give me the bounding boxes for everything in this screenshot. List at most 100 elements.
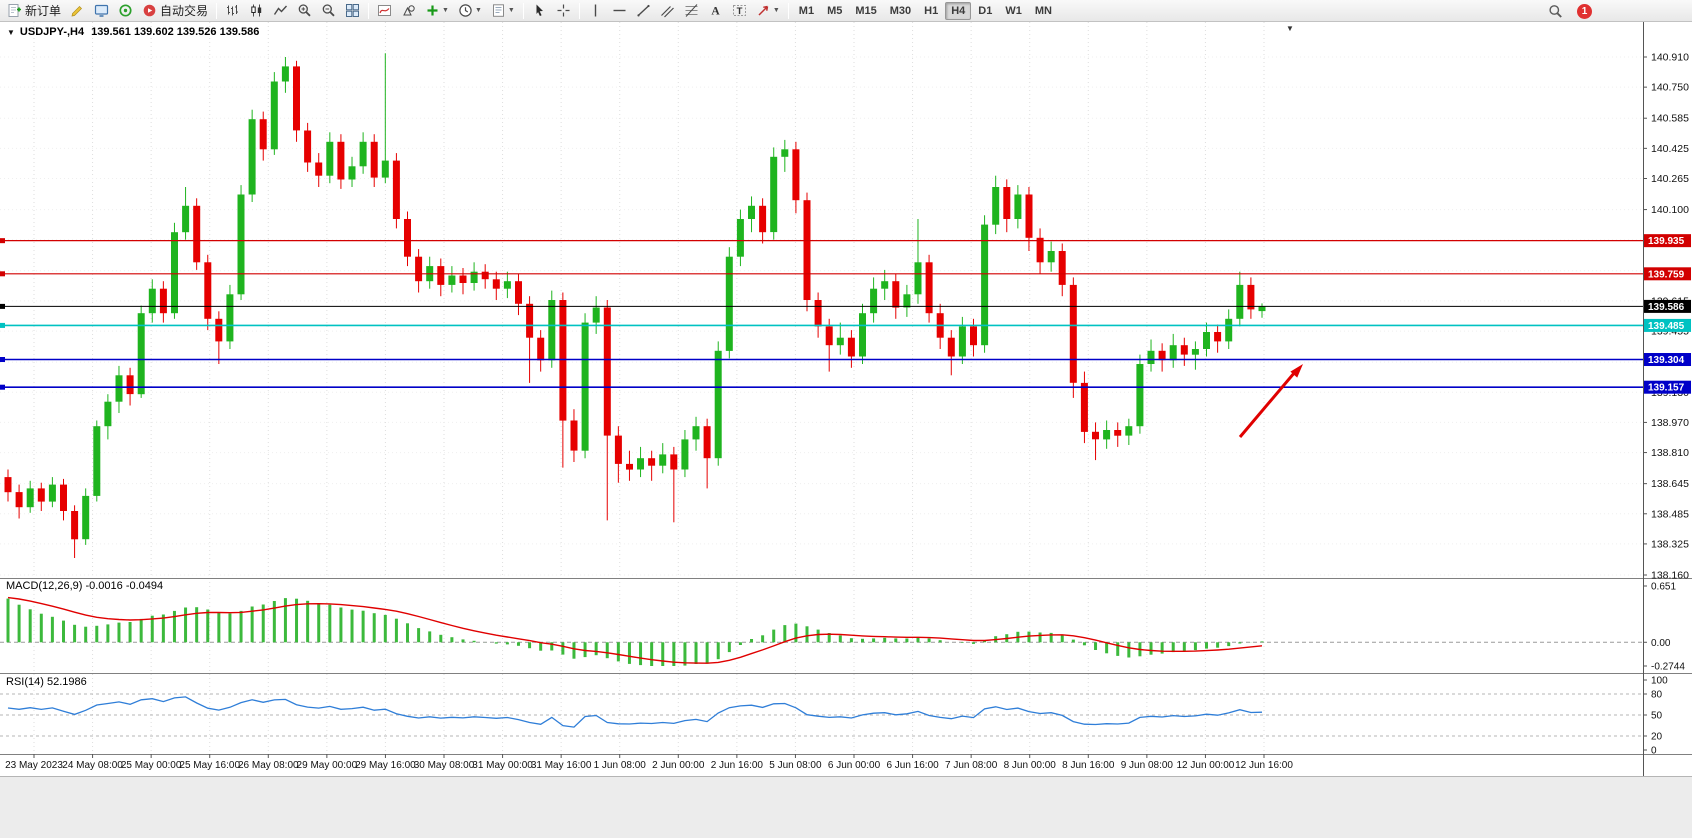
svg-text:12 Jun 00:00: 12 Jun 00:00	[1177, 760, 1235, 771]
horizontal-line-icon	[613, 9, 626, 12]
svg-text:7 Jun 08:00: 7 Jun 08:00	[945, 760, 998, 771]
rsi-level-lines	[0, 693, 1643, 737]
text-tool-button[interactable]: A	[704, 1, 727, 20]
horizontal-line-tool-button[interactable]	[608, 1, 631, 20]
horizontal-line-objects[interactable]	[0, 238, 1643, 390]
add-indicator-icon	[427, 5, 438, 16]
svg-text:138.645: 138.645	[1651, 478, 1689, 490]
fibonacci-tool-button[interactable]	[680, 1, 703, 20]
timeframe-m30[interactable]: M30	[889, 4, 912, 17]
timeframe-m5[interactable]: M5	[827, 4, 843, 17]
svg-text:A: A	[711, 6, 720, 18]
bar-chart-button[interactable]	[221, 1, 244, 20]
new-order-button[interactable]: 新订单	[3, 1, 65, 20]
notification-badge[interactable]: 1	[1577, 3, 1592, 19]
svg-text:0.651: 0.651	[1651, 582, 1676, 593]
candlestick-icon	[251, 4, 262, 17]
svg-text:140.265: 140.265	[1651, 173, 1689, 185]
indicators-button[interactable]	[373, 1, 396, 20]
auto-trading-icon	[143, 4, 156, 17]
crosshair-tool-button[interactable]	[552, 1, 575, 20]
timeframe-h4[interactable]: H4	[945, 1, 972, 20]
svg-text:0: 0	[1651, 746, 1657, 757]
svg-text:138.970: 138.970	[1651, 417, 1689, 429]
channel-icon	[660, 6, 674, 18]
timeframe-m1[interactable]: M1	[798, 4, 815, 17]
svg-text:31 May 16:00: 31 May 16:00	[531, 760, 592, 771]
candlestick-chart-button[interactable]	[245, 1, 268, 20]
timeframe-mn[interactable]: MN	[1034, 4, 1052, 17]
zoom-out-button[interactable]	[317, 1, 340, 20]
chevron-down-icon: ▼	[772, 7, 780, 14]
objects-icon	[403, 5, 415, 16]
templates-dropdown[interactable]: ▼	[487, 1, 519, 20]
channel-tool-button[interactable]	[656, 1, 679, 20]
metaeditor-icon	[71, 6, 83, 17]
chart-canvas[interactable]: 140.910 140.750 140.585 140.425 140.265 140.1…	[0, 22, 1692, 838]
chart-area[interactable]: 140.910 140.750 140.585 140.425 140.265 140.1…	[0, 22, 1692, 838]
svg-text:139.304: 139.304	[1648, 355, 1685, 366]
search-button[interactable]	[1544, 2, 1567, 21]
arrows-tool-dropdown[interactable]: ▼	[752, 1, 784, 20]
timeframe-d1[interactable]: D1	[978, 4, 993, 17]
svg-text:140.750: 140.750	[1651, 82, 1689, 94]
chart-collapse-icon[interactable]: ▼	[7, 28, 15, 37]
rsi-line	[7, 696, 1263, 728]
macd-signal-line	[7, 596, 1263, 664]
text-label-tool-button[interactable]: T	[728, 1, 751, 20]
clock-icon	[459, 4, 472, 17]
line-chart-button[interactable]	[269, 1, 292, 20]
vertical-line-tool-button[interactable]	[584, 1, 607, 20]
svg-text:139.759: 139.759	[1648, 269, 1685, 280]
cursor-tool-button[interactable]	[528, 1, 551, 20]
svg-text:6 Jun 16:00: 6 Jun 16:00	[886, 760, 939, 771]
svg-text:140.910: 140.910	[1651, 52, 1689, 64]
crosshair-icon	[557, 4, 570, 17]
line-chart-icon	[273, 5, 288, 15]
zoom-out-icon	[322, 4, 335, 17]
mql-community-button[interactable]	[114, 1, 137, 20]
text-label-icon: T	[732, 5, 746, 17]
bar-chart-icon	[227, 5, 239, 16]
chart-symbol-label: USDJPY-,H4	[19, 26, 85, 38]
chevron-down-icon: ▼	[442, 7, 449, 14]
timeframe-m15[interactable]: M15	[855, 4, 877, 17]
timeframe-h1[interactable]: H1	[924, 4, 939, 17]
toolbar-separator	[578, 2, 580, 19]
macd-indicator-label: MACD(12,26,9) -0.0016 -0.0494	[6, 580, 164, 592]
svg-text:100: 100	[1651, 676, 1668, 687]
indicators-icon	[378, 5, 392, 16]
svg-text:25 May 00:00: 25 May 00:00	[121, 760, 182, 771]
tile-windows-button[interactable]	[341, 1, 364, 20]
chart-ohlc-values: 139.561 139.602 139.526 139.586	[91, 26, 260, 38]
periods-dropdown[interactable]: ▼	[454, 1, 486, 20]
toolbar-separator	[368, 2, 370, 19]
svg-text:138.160: 138.160	[1651, 570, 1689, 582]
add-indicator-dropdown[interactable]: ▼	[421, 1, 453, 20]
zoom-in-button[interactable]	[293, 1, 316, 20]
svg-text:2 Jun 00:00: 2 Jun 00:00	[652, 760, 705, 771]
terminal-button[interactable]	[90, 1, 113, 20]
auto-trading-button[interactable]: 自动交易	[138, 1, 212, 20]
svg-text:29 May 00:00: 29 May 00:00	[297, 760, 358, 771]
metaeditor-button[interactable]	[66, 1, 89, 20]
objects-list-button[interactable]	[397, 1, 420, 20]
price-badges: 139.935 139.759 139.586 139.485 139.304 139.1…	[1644, 234, 1691, 394]
chart-background	[0, 22, 1692, 838]
fibonacci-icon	[685, 4, 698, 17]
candlestick-series	[4, 53, 1266, 558]
new-order-icon	[8, 4, 21, 17]
svg-text:8 Jun 00:00: 8 Jun 00:00	[1004, 760, 1057, 771]
svg-text:138.485: 138.485	[1651, 508, 1689, 520]
chart-list-chevron[interactable]: ▼	[1286, 24, 1294, 33]
trendline-icon	[637, 4, 650, 17]
community-icon	[119, 4, 132, 17]
cursor-icon	[536, 4, 543, 16]
svg-text:29 May 16:00: 29 May 16:00	[355, 760, 416, 771]
svg-text:139.935: 139.935	[1648, 236, 1685, 247]
timeframe-w1[interactable]: W1	[1005, 4, 1022, 17]
trend-arrow-annotation[interactable]	[1238, 364, 1303, 438]
trendline-tool-button[interactable]	[632, 1, 655, 20]
svg-text:140.585: 140.585	[1651, 113, 1689, 125]
